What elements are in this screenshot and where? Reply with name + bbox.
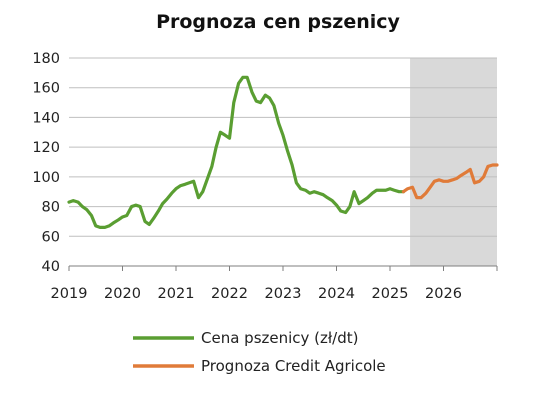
axes: 40 60 80 100 120 140 160 180 2019 2020 2021 2022 202… bbox=[32, 51, 498, 302]
legend-label: Prognoza Credit Agricole bbox=[201, 357, 386, 375]
y-tick-label: 180 bbox=[32, 51, 60, 67]
y-tick-label: 80 bbox=[42, 200, 60, 216]
x-tick-label: 2021 bbox=[158, 286, 195, 302]
chart-title: Prognoza cen pszenicy bbox=[156, 11, 400, 33]
x-tick-label: 2019 bbox=[51, 286, 88, 302]
x-tick-label: 2025 bbox=[372, 286, 409, 302]
x-tick-label: 2023 bbox=[265, 286, 302, 302]
x-tick-label: 2020 bbox=[104, 286, 141, 302]
series-layer bbox=[67, 75, 499, 229]
forecast-shaded-region bbox=[410, 58, 497, 266]
series-line-cena-pszenicy bbox=[67, 75, 405, 229]
y-tick-label: 100 bbox=[32, 170, 60, 186]
x-tick-label: 2024 bbox=[318, 286, 355, 302]
legend: Cena pszenicy (zł/dt) Prognoza Credit Agr… bbox=[133, 329, 386, 375]
y-tick-label: 120 bbox=[32, 140, 60, 156]
y-tick-label: 60 bbox=[42, 229, 60, 245]
x-tick-label: 2022 bbox=[211, 286, 248, 302]
y-tick-label: 160 bbox=[32, 81, 60, 97]
y-tick-label: 140 bbox=[32, 110, 60, 126]
series-line-prognoza bbox=[401, 163, 499, 200]
y-tick-label: 40 bbox=[42, 259, 60, 275]
legend-label: Cena pszenicy (zł/dt) bbox=[201, 329, 358, 347]
x-tick-label: 2026 bbox=[425, 286, 462, 302]
